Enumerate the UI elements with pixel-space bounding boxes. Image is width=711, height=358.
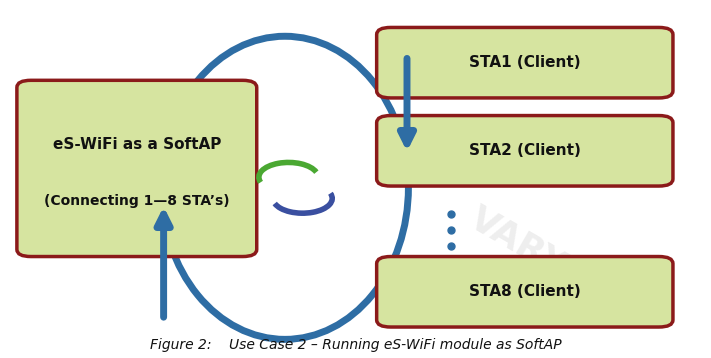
Text: STA2 (Client): STA2 (Client) [469, 143, 581, 158]
Text: STA8 (Client): STA8 (Client) [469, 284, 581, 299]
FancyBboxPatch shape [377, 257, 673, 327]
FancyBboxPatch shape [377, 28, 673, 98]
FancyBboxPatch shape [17, 80, 257, 257]
Text: (Connecting 1—8 STA’s): (Connecting 1—8 STA’s) [44, 194, 230, 208]
Text: VARY: VARY [464, 201, 572, 284]
Text: eS-WiFi as a SoftAP: eS-WiFi as a SoftAP [53, 137, 221, 151]
FancyBboxPatch shape [377, 116, 673, 186]
Ellipse shape [161, 36, 408, 339]
Text: Figure 2:    Use Case 2 – Running eS-WiFi module as SoftAP: Figure 2: Use Case 2 – Running eS-WiFi m… [150, 338, 561, 352]
Text: STA1 (Client): STA1 (Client) [469, 55, 581, 70]
